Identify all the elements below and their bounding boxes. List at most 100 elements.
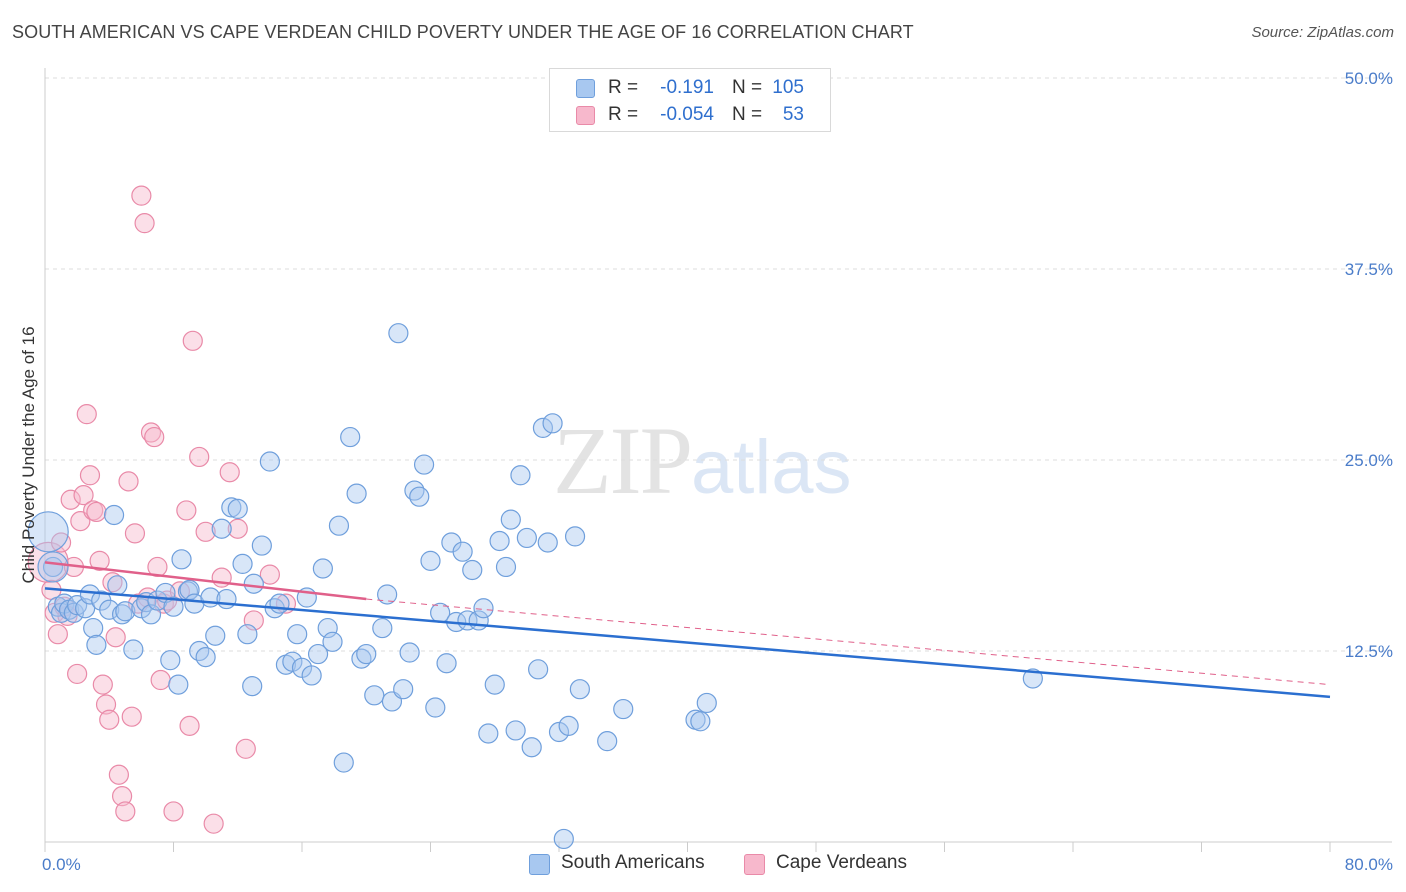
south-american-point — [478, 723, 499, 744]
cape-verdean-point — [99, 709, 120, 730]
south-american-point — [282, 651, 303, 672]
south-american-point — [189, 640, 210, 662]
south-american-point — [27, 511, 69, 553]
cape-verdean-point — [86, 501, 107, 523]
legend-row-south-americans: R = -0.191 N = 105 — [550, 75, 830, 101]
cape-verdean-point — [105, 627, 126, 648]
y-tick-label: 12.5% — [1345, 642, 1393, 661]
south-american-point — [528, 659, 549, 680]
south-american-point — [242, 676, 263, 697]
south-american-point — [436, 653, 457, 674]
cape-verdean-point — [176, 500, 197, 521]
cape-verdean-point — [121, 706, 142, 727]
cape-verdean-trend-extension — [366, 598, 1331, 686]
south-american-point — [696, 692, 717, 714]
cape-verdean-point — [67, 663, 88, 685]
cape-verdean-point — [76, 404, 97, 425]
south-american-point — [505, 720, 526, 741]
south-american-point — [205, 625, 226, 646]
south-american-point — [79, 584, 101, 605]
bottom-legend-swatch-blue — [529, 854, 550, 875]
south-american-point — [163, 596, 184, 617]
cape-verdean-point — [47, 624, 68, 645]
south-american-point — [558, 715, 579, 736]
south-american-point — [301, 665, 322, 686]
south-american-point — [168, 674, 189, 695]
y-axis-label: Child Poverty Under the Age of 16 — [19, 326, 38, 583]
x-tick-label: 0.0% — [42, 855, 81, 874]
south-american-point — [195, 647, 216, 668]
south-american-point — [409, 486, 430, 507]
cape-verdean-point — [115, 801, 136, 822]
south-american-point — [340, 426, 361, 448]
cape-verdean-point — [89, 550, 110, 571]
south-american-point — [221, 497, 242, 518]
south-american-point — [107, 575, 128, 596]
south-american-point — [532, 417, 554, 439]
south-american-point — [171, 549, 192, 570]
south-american-point — [99, 599, 120, 620]
cape-verdean-point — [92, 674, 113, 695]
south-american-point — [399, 642, 420, 663]
bottom-legend-label: Cape Verdeans — [776, 852, 907, 873]
south-american-point — [237, 624, 258, 645]
cape-verdean-point — [182, 330, 203, 351]
south-american-point — [160, 650, 181, 671]
cape-verdean-point — [118, 471, 139, 492]
cape-verdean-point — [259, 564, 280, 585]
cape-verdean-point — [131, 185, 152, 206]
cape-verdean-point — [124, 523, 146, 544]
south-american-point — [251, 535, 272, 556]
south-american-point — [489, 530, 510, 552]
cape-verdean-point — [83, 500, 104, 521]
cape-verdean-point — [227, 518, 248, 539]
south-american-point — [356, 643, 377, 665]
cape-verdean-point — [111, 786, 133, 807]
south-american-point — [484, 674, 505, 695]
x-tick-label: 80.0% — [1345, 855, 1393, 874]
cape-verdean-point — [235, 738, 256, 759]
south-american-point — [393, 679, 414, 700]
cape-verdean-point — [219, 462, 240, 483]
south-american-point — [597, 731, 618, 752]
south-american-point — [307, 643, 329, 665]
south-american-point — [243, 573, 264, 594]
south-american-point — [211, 518, 232, 539]
tick-labels: 12.5% 25.0% 37.5% 50.0% 0.0% 80.0% — [42, 69, 1393, 874]
south-american-point — [510, 465, 531, 486]
cape-verdean-point — [50, 532, 72, 553]
south-american-point — [259, 451, 280, 472]
south-american-point — [322, 631, 343, 652]
south-american-point — [569, 679, 590, 700]
south-american-point — [388, 323, 409, 344]
cape-verdean-point — [134, 213, 155, 234]
cape-verdean-point — [144, 426, 165, 448]
cape-verdean-point — [179, 715, 200, 736]
south-american-point — [542, 413, 563, 434]
south-american-point — [312, 558, 333, 579]
trend-lines — [44, 561, 1331, 699]
legend-r-value: -0.191 — [660, 77, 714, 98]
chart-title: SOUTH AMERICAN VS CAPE VERDEAN CHILD POV… — [12, 22, 914, 42]
south-american-point — [333, 752, 354, 773]
south-american-point — [287, 624, 308, 645]
bottom-legend-swatch-pink — [744, 854, 765, 875]
legend-r-label: R = — [608, 104, 639, 125]
legend-n-value: 53 — [782, 104, 804, 125]
cape-verdean-point — [195, 521, 216, 542]
south-american-point — [473, 598, 494, 619]
bottom-legend-south-americans: South Americans — [529, 852, 729, 876]
south-american-point — [425, 697, 446, 718]
cape-verdean-point — [79, 465, 101, 486]
south-american-point — [1022, 668, 1043, 689]
south-american-point — [516, 527, 537, 549]
watermark-atlas: atlas — [691, 425, 852, 510]
south-american-point — [521, 737, 542, 758]
legend-r-label: R = — [608, 77, 639, 98]
y-tick-label: 37.5% — [1345, 260, 1393, 279]
legend-n-label: N = — [732, 104, 763, 125]
axes — [44, 68, 1392, 852]
south-american-point — [420, 550, 441, 571]
cape-verdean-points — [27, 185, 297, 834]
cape-verdean-point — [163, 801, 184, 822]
